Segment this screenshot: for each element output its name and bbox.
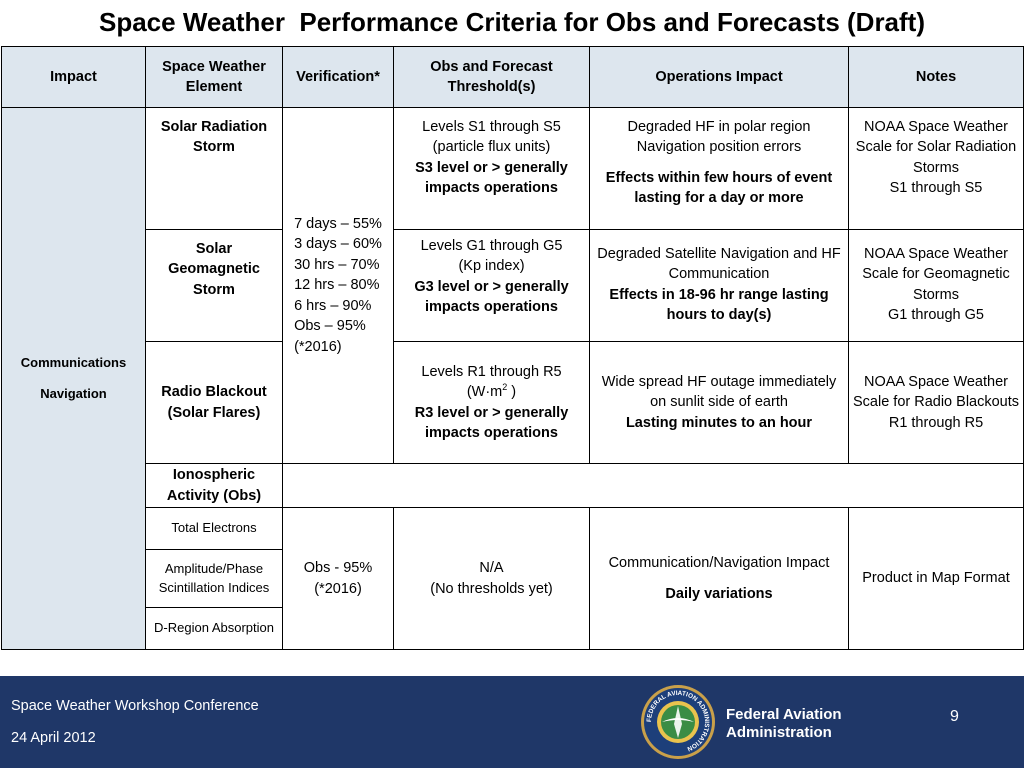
verification-line: 6 hrs – 90%	[294, 297, 372, 314]
ionospheric-spacer	[282, 463, 1024, 508]
element-ionospheric: Ionospheric Activity (Obs)	[145, 463, 283, 508]
criteria-table: Impact Space Weather Element Verificatio…	[1, 46, 1024, 650]
notes-range: G1 through G5	[888, 307, 984, 324]
ops-geomagnetic: Degraded Satellite Navigation and HF Com…	[589, 229, 849, 342]
element-radio-blackout: Radio Blackout (Solar Flares)	[145, 341, 283, 464]
impact-navigation: Navigation	[40, 385, 107, 401]
table-row-solar-radiation: Communications Navigation Solar Radiatio…	[1, 107, 1024, 650]
ops-text: Navigation position errors	[636, 139, 802, 156]
faa-seal-logo: FEDERAL AVIATION ADMINISTRATION	[641, 685, 715, 759]
element-scintillation: Amplitude/Phase Scintillation Indices	[145, 549, 283, 608]
agency-name-line: Federal Aviation	[726, 706, 842, 723]
element-solar-radiation: Solar Radiation Storm	[145, 107, 283, 230]
element-total-electrons: Total Electrons	[145, 507, 283, 550]
conference-date: 24 April 2012	[11, 730, 96, 746]
threshold-text: N/A	[479, 560, 504, 577]
slide-title: Space Weather Performance Criteria for O…	[99, 7, 925, 37]
ops-effects: Daily variations	[665, 585, 773, 602]
threshold-text: Levels S1 through S5	[422, 119, 561, 135]
threshold-solar-radiation: Levels S1 through S5 (particle flux unit…	[393, 107, 590, 230]
notes-geomagnetic: NOAA Space Weather Scale for Geomagnetic…	[848, 229, 1024, 342]
verification-line: 7 days – 55%	[294, 216, 382, 233]
unit-close: )	[507, 384, 517, 401]
verification-line: (*2016)	[294, 338, 342, 355]
notes-range: S1 through S5	[889, 180, 983, 197]
threshold-unit: (Kp index)	[458, 258, 525, 275]
notes-obs: Product in Map Format	[848, 507, 1024, 650]
ops-text: Degraded Satellite Navigation and HF Com…	[597, 246, 841, 283]
notes-range: R1 through R5	[888, 414, 984, 431]
table-row-geomagnetic: Solar Geomagnetic Storm Levels G1 throug…	[2, 229, 1024, 342]
ops-effects: Lasting minutes to an hour	[625, 414, 813, 431]
impact-communications: Communications	[20, 355, 127, 371]
threshold-geomagnetic: Levels G1 through G5 (Kp index) G3 level…	[393, 229, 590, 342]
threshold-text: Levels G1 through G5	[420, 238, 563, 254]
ops-obs: Communication/Navigation Impact Daily va…	[589, 507, 849, 650]
ops-text: Degraded HF in polar region	[627, 119, 811, 135]
ops-text: Communication/Navigation Impact	[608, 555, 830, 572]
notes-solar-radiation: NOAA Space Weather Scale for Solar Radia…	[848, 107, 1024, 230]
header-row: Impact Space Weather Element Verificatio…	[1, 46, 1024, 108]
notes-text: NOAA Space Weather Scale for Geomagnetic…	[862, 246, 1010, 303]
verification-obs: Obs - 95% (*2016)	[282, 507, 394, 650]
threshold-unit: (W·m2 )	[397, 382, 586, 402]
page-number: 9	[950, 708, 959, 725]
unit-exponent: 2	[502, 382, 508, 393]
verification-forecast: 7 days – 55% 3 days – 60% 30 hrs – 70% 1…	[282, 107, 394, 464]
notes-radio-blackout: NOAA Space Weather Scale for Radio Black…	[848, 341, 1024, 464]
footer-bar: Space Weather Workshop Conference 24 Apr…	[0, 676, 1024, 768]
header-element: Space Weather Element	[145, 46, 283, 108]
table-row-radio-blackout: Radio Blackout (Solar Flares) Levels R1 …	[2, 341, 1024, 464]
verification-line: 12 hrs – 80%	[294, 277, 380, 294]
threshold-impact-level: S3 level or > generally impacts operatio…	[415, 159, 568, 197]
ops-text: Wide spread HF outage immediately on sun…	[601, 373, 837, 411]
agency-name: Federal Aviation Administration	[726, 706, 842, 742]
threshold-unit: (particle flux units)	[432, 139, 551, 156]
ops-effects: Effects within few hours of event lastin…	[605, 169, 833, 207]
verification-line: 30 hrs – 70%	[294, 256, 380, 273]
ops-effects: Effects in 18-96 hr range lasting hours …	[609, 286, 829, 324]
header-verification: Verification*	[282, 46, 394, 108]
threshold-obs: N/A (No thresholds yet)	[393, 507, 590, 650]
element-d-region: D-Region Absorption	[145, 607, 283, 650]
threshold-impact-level: G3 level or > generally impacts operatio…	[414, 278, 569, 316]
ops-solar-radiation: Degraded HF in polar region Navigation p…	[589, 107, 849, 230]
verification-line: 3 days – 60%	[294, 236, 382, 253]
verification-line: Obs – 95%	[294, 318, 366, 335]
table-row-scintillation: Amplitude/Phase Scintillation Indices	[2, 549, 1024, 608]
table-row-total-electrons: Total Electrons Obs - 95% (*2016) N/A (N…	[2, 507, 1024, 650]
agency-name-line: Administration	[726, 724, 832, 741]
ops-radio-blackout: Wide spread HF outage immediately on sun…	[589, 341, 849, 464]
notes-text: NOAA Space Weather Scale for Radio Black…	[852, 373, 1020, 411]
element-geomagnetic: Solar Geomagnetic Storm	[145, 229, 283, 342]
threshold-text: Levels R1 through R5	[421, 363, 562, 380]
threshold-radio-blackout: Levels R1 through R5 (W·m2 ) R3 level or…	[393, 341, 590, 464]
table-row-ionospheric: Ionospheric Activity (Obs)	[2, 463, 1024, 508]
header-ops-impact: Operations Impact	[589, 46, 849, 108]
header-impact: Impact	[1, 46, 146, 108]
threshold-impact-level: R3 level or > generally impacts operatio…	[414, 404, 569, 441]
threshold-text: (No thresholds yet)	[430, 580, 553, 597]
verification-line: Obs - 95%	[303, 560, 373, 577]
impact-cell: Communications Navigation	[1, 107, 146, 650]
notes-text: NOAA Space Weather Scale for Solar Radia…	[855, 119, 1017, 176]
header-threshold: Obs and Forecast Threshold(s)	[393, 46, 590, 108]
verification-line: (*2016)	[314, 580, 362, 597]
unit-text: (W·m	[466, 384, 503, 401]
table-row-d-region: D-Region Absorption	[2, 607, 1024, 650]
conference-name: Space Weather Workshop Conference	[11, 698, 259, 714]
header-notes: Notes	[848, 46, 1024, 108]
